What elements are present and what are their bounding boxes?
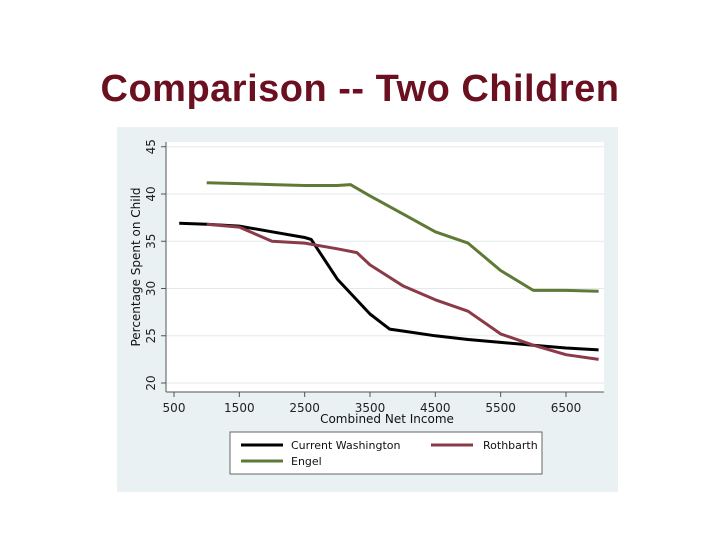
series-line-current-washington: [179, 221, 599, 352]
y-axis-title: Percentage Spent on Child: [129, 187, 143, 346]
y-tick-label: 25: [144, 328, 158, 343]
y-tick-label: 30: [144, 281, 158, 296]
legend-label-current-washington: Current Washington: [291, 439, 400, 452]
gridlines: [166, 146, 604, 384]
series-lines: [179, 181, 599, 361]
x-tick-label: 6500: [551, 401, 582, 415]
x-tick-label: 4500: [420, 401, 451, 415]
legend-label-engel: Engel: [291, 455, 322, 468]
legend-label-rothbarth: Rothbarth: [483, 439, 538, 452]
plot-area: [166, 142, 604, 392]
legend: Current Washington Rothbarth Engel: [229, 431, 543, 475]
y-tick-label: 40: [144, 186, 158, 201]
x-tick-label: 500: [163, 401, 186, 415]
x-tick-label: 3500: [355, 401, 386, 415]
x-tick-label: 5500: [485, 401, 516, 415]
x-tick-label: 1500: [224, 401, 255, 415]
axes: 20 25 30 35 40 45 500 1500 2500 3500 4500 5500 6500: [144, 139, 604, 415]
series-line-engel: [206, 181, 599, 293]
y-tick-label: 35: [144, 234, 158, 249]
y-tick-label: 20: [144, 375, 158, 390]
y-tick-label: 45: [144, 139, 158, 154]
x-tick-label: 2500: [289, 401, 320, 415]
slide-title: Comparison -- Two Children: [100, 68, 620, 110]
chart-frame: 20 25 30 35 40 45 500 1500 2500 3500 4500 5500 6500 …: [117, 127, 618, 492]
series-line-rothbarth: [206, 222, 599, 361]
legend-box: [229, 431, 543, 475]
x-axis-title: Combined Net Income: [320, 412, 454, 426]
